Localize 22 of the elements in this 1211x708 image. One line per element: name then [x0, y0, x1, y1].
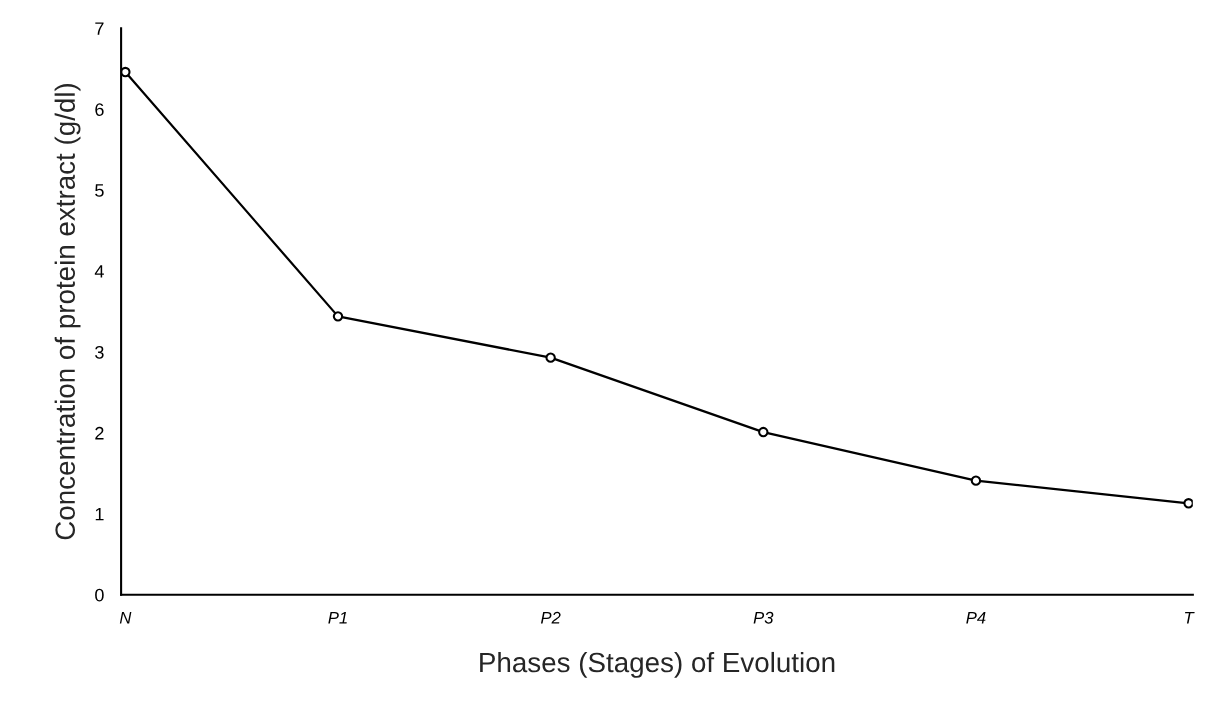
x-tick-label: P2 [540, 611, 561, 624]
point [121, 66, 131, 78]
y-tick-label: 3 [95, 345, 104, 359]
x-tick-label: P4 [966, 612, 986, 624]
y-tick-label: 2 [95, 426, 104, 440]
x-tick-label: T [1184, 612, 1195, 624]
x-tick-label: P1 [328, 612, 347, 624]
point [545, 352, 556, 363]
y-tick-label: 0 [95, 588, 104, 602]
point [758, 426, 769, 438]
y-tick-label: 1 [95, 507, 104, 521]
x-tick-label: N [119, 612, 132, 624]
y-tick-label: 5 [95, 184, 104, 197]
y-tick-label: 4 [94, 265, 104, 278]
y-axis-title: Concentration of protein extract (g/dl) [54, 83, 81, 540]
x-tick-label: P3 [753, 611, 774, 624]
y-tick-label: 7 [95, 22, 104, 35]
x-axis-title: Phases (Stages) of Evolution [480, 651, 835, 678]
y-tick-label: 6 [95, 103, 104, 116]
point [970, 475, 982, 486]
point [1183, 498, 1193, 509]
point [332, 311, 344, 322]
